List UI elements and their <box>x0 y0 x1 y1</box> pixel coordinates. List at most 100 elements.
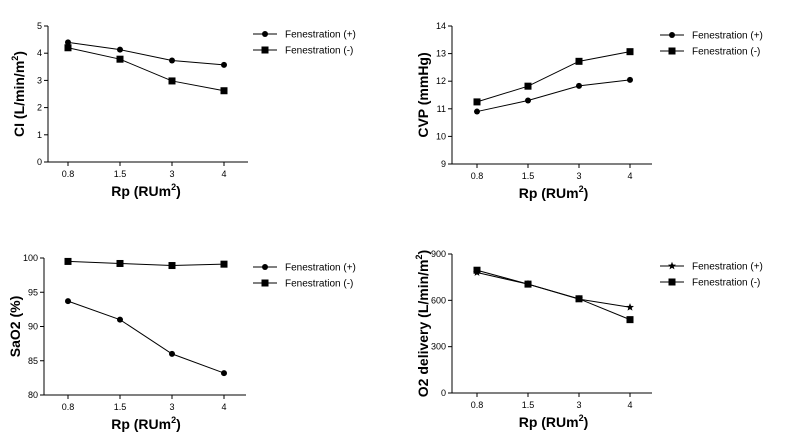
legend-entry-1: Fenestration (+) <box>660 262 763 273</box>
legend-label: Fenestration (-) <box>285 279 353 290</box>
x-tick-label: 4 <box>627 171 632 181</box>
legend-label: Fenestration (-) <box>692 278 760 289</box>
x-tick-label: 0.8 <box>62 169 75 179</box>
legend-marker <box>262 264 268 270</box>
y-tick-label: 1 <box>37 130 42 140</box>
x-axis-label: Rp (RUm2) <box>111 182 181 199</box>
data-point <box>65 39 71 46</box>
y-tick-label: 4 <box>37 48 42 58</box>
legend-marker <box>668 47 676 55</box>
data-point <box>117 316 123 323</box>
data-point <box>626 303 634 311</box>
series-1 <box>65 39 227 68</box>
y-tick-label: 90 <box>28 322 38 332</box>
series-line <box>67 47 225 92</box>
data-point <box>626 316 634 324</box>
data-point <box>169 57 175 64</box>
data-point <box>474 108 480 115</box>
series-line <box>67 300 225 374</box>
chart-panel-3: 80 85 90 95 100 0.8 1.5 3 4 SaO2 (%) Rp (RUm2) Fene… <box>7 253 356 432</box>
legend-marker <box>261 279 269 287</box>
series-line <box>476 51 631 103</box>
data-point <box>473 98 481 106</box>
legend-entry-2: Fenestration (-) <box>660 278 760 289</box>
x-tick-label: 3 <box>576 400 581 410</box>
data-point <box>524 280 532 288</box>
series-line <box>476 272 631 308</box>
legend-marker <box>262 31 268 37</box>
y-tick-label: 10 <box>436 131 446 141</box>
y-tick-label: 80 <box>28 390 38 400</box>
x-axis-label: Rp (RUm2) <box>111 415 181 432</box>
y-axis-label: SaO2 (%) <box>7 296 23 357</box>
data-point <box>168 77 176 85</box>
legend-label: Fenestration (+) <box>692 262 763 273</box>
legend-label: Fenestration (+) <box>285 263 356 274</box>
x-axis-label: Rp (RUm2) <box>519 184 589 201</box>
data-point <box>626 48 634 56</box>
y-tick-label: 11 <box>437 104 446 114</box>
legend-label: Fenestration (+) <box>285 30 356 41</box>
legend-entry-2: Fenestration (-) <box>660 47 760 58</box>
x-tick-label: 1.5 <box>114 402 127 412</box>
legend-entry-2: Fenestration (-) <box>253 279 353 290</box>
x-tick-label: 3 <box>169 402 174 412</box>
data-point <box>169 350 175 357</box>
y-tick-label: 900 <box>431 249 446 259</box>
legend-marker <box>668 278 676 286</box>
legend-marker <box>668 261 676 270</box>
y-axis-label: CI (L/min/m2) <box>10 51 27 137</box>
series-line <box>476 79 631 113</box>
x-axis-label: Rp (RUm2) <box>519 413 589 430</box>
data-point <box>575 295 583 303</box>
data-point <box>473 266 481 274</box>
data-point <box>221 61 227 68</box>
legend-marker <box>669 32 675 38</box>
data-point <box>220 87 228 95</box>
x-tick-label: 1.5 <box>114 169 127 179</box>
series-2 <box>64 257 228 270</box>
chart-panel-4: 0 300 600 900 0.8 1.5 3 4 O2 delivery (L/min/m2)… <box>414 249 763 430</box>
y-tick-label: 600 <box>431 295 446 305</box>
x-tick-label: 3 <box>169 169 174 179</box>
data-point <box>576 82 582 89</box>
series-line <box>67 260 225 267</box>
x-tick-label: 1.5 <box>522 400 535 410</box>
y-axis-label: O2 delivery (L/min/m2) <box>414 250 431 397</box>
legend-marker <box>261 46 269 54</box>
legend-entry-2: Fenestration (-) <box>253 46 353 57</box>
x-tick-label: 0.8 <box>62 402 75 412</box>
x-tick-label: 4 <box>627 400 632 410</box>
data-point <box>116 55 124 63</box>
data-point <box>65 298 71 305</box>
legend-label: Fenestration (-) <box>285 46 353 57</box>
data-point <box>575 57 583 65</box>
y-tick-label: 14 <box>436 21 446 31</box>
y-tick-label: 85 <box>28 356 38 366</box>
y-tick-label: 13 <box>436 49 446 59</box>
x-tick-label: 3 <box>576 171 581 181</box>
data-point <box>116 259 124 267</box>
y-axis-label: CVP (mmHg) <box>415 52 431 137</box>
data-point <box>168 262 176 270</box>
y-tick-label: 2 <box>37 103 42 113</box>
y-tick-label: 3 <box>37 75 42 85</box>
data-point <box>221 370 227 377</box>
legend-entry-1: Fenestration (+) <box>253 263 356 274</box>
series-1 <box>474 76 633 115</box>
series-2 <box>64 44 228 95</box>
chart-panel-1: 0 1 2 3 4 5 0.8 1.5 3 4 CI (L/min/m2) Rp (RUm2) Fene… <box>10 21 356 199</box>
series-2 <box>473 48 634 106</box>
data-point <box>627 76 633 83</box>
x-tick-label: 4 <box>221 169 226 179</box>
legend-entry-1: Fenestration (+) <box>253 30 356 41</box>
legend-label: Fenestration (+) <box>692 31 763 42</box>
y-tick-label: 0 <box>441 388 446 398</box>
series-1 <box>473 268 634 311</box>
x-tick-label: 4 <box>221 402 226 412</box>
data-point <box>64 44 72 52</box>
y-tick-label: 95 <box>28 287 38 297</box>
chart-panel-2: 9 10 11 12 13 14 0.8 1.5 3 4 CVP (mmHg) Rp (RUm2) Fe… <box>415 21 763 201</box>
data-point <box>220 260 228 268</box>
series-line <box>67 41 225 66</box>
